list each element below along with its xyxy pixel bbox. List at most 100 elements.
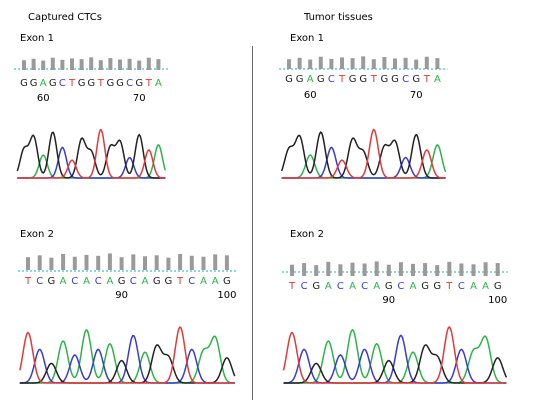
ctc-exon2-quality-bar [178,253,183,270]
ctc-exon1-quality-bar [22,60,26,70]
tumor-exon1-trace-g [280,131,446,179]
tumor-exon1-quality-bar [435,58,440,69]
tumor-exon1-base-letter: A [434,74,441,85]
tumor-exon2-base-letter: A [349,281,356,292]
tumor-exon2-trace-c [283,334,507,384]
ctc-exon1-base-letter: C [59,78,66,89]
tumor-exon1-base-letter: G [391,74,399,85]
ctc-exon1-base-letter: C [126,78,133,89]
tumor-exon1-quality-bar [403,57,408,69]
ctc-exon1-base-letter: T [145,78,153,89]
ctc-exon2-position-label: 100 [217,290,236,301]
ctc-exon2-base-letter: A [106,276,113,287]
column-divider [252,46,253,400]
ctc-exon1-base-letter: G [135,78,143,89]
tumor-exon1-quality-bar [287,59,291,69]
tumor-exon1-quality-bar [340,57,344,69]
tumor-exon2-base-letter: G [385,281,393,292]
ctc-exon1-base-letter: G [116,78,124,89]
tumor-exon1-base-letter: T [370,74,378,85]
tumor-exon2-quality-bar [459,263,464,276]
ctc-exon2-quality-bar [189,255,194,270]
tumor-exon2-quality-bar [398,262,403,276]
tumor-exon1-base-letter: T [338,74,346,85]
ctc-exon2-base-letter: A [212,276,219,287]
ctc-exon2-label: Exon 2 [20,229,54,240]
tumor-exon1-base-letter: G [359,74,367,85]
tumor-exon1-label: Exon 1 [290,33,324,44]
tumor-exon1-quality-bar [350,58,355,69]
ctc-exon2-quality-bar [213,254,218,270]
tumor-exon2-quality-bar [374,261,379,276]
ctc-column-heading: Captured CTCs [28,12,102,23]
ctc-exon1-position-label: 60 [37,93,50,104]
ctc-exon2-base-letter: G [48,276,56,287]
ctc-exon2-quality-bar [61,253,66,270]
tumor-exon2-base-letter: C [397,281,404,292]
ctc-exon2-base-letter: A [142,276,149,287]
tumor-exon2-base-letter: T [288,281,296,292]
ctc-exon2-quality-bar [84,254,89,270]
tumor-exon1-quality-bar [297,57,302,69]
ctc-exon1-base-letter: T [97,78,105,89]
tumor-exon1-quality-bar [371,59,376,69]
ctc-exon1-quality-bar [79,59,84,70]
ctc-exon1-base-letter: G [20,78,28,89]
ctc-exon2-quality-bar [154,255,159,270]
tumor-exon2-quality-bar [290,264,294,276]
tumor-exon1-quality-bar [318,56,323,69]
ctc-exon2-trace-c [19,334,235,384]
ctc-exon1-quality-bar [31,58,36,70]
tumor-exon2-quality-bar [495,263,500,276]
tumor-exon1-base-letter: G [381,74,389,85]
ctc-exon2-base-letter: C [71,276,78,287]
tumor-exon1-quality-bar [361,56,366,69]
ctc-exon2-quality-bar [72,256,77,270]
tumor-exon2-quality-bar [338,264,343,276]
tumor-exon2-quality-bar [447,261,452,276]
ctc-exon1-quality-bar [127,58,132,70]
ctc-exon1-quality-bar [89,57,94,70]
tumor-exon2-quality-bar [435,265,440,276]
tumor-exon1-quality-bar [329,58,334,69]
ctc-exon2-trace-t [19,326,235,384]
ctc-exon1-trace-t [17,129,166,179]
ctc-exon2-base-letter: A [200,276,207,287]
tumor-exon2-base-letter: C [337,281,344,292]
ctc-exon2-base-letter: G [118,276,126,287]
tumor-exon2-base-letter: A [325,281,332,292]
ctc-exon1-label: Exon 1 [20,33,54,44]
ctc-exon2-position-label: 90 [115,290,128,301]
ctc-exon1-quality-bar [50,57,55,70]
tumor-column-heading: Tumor tissues [304,12,373,23]
tumor-exon2-label: Exon 2 [290,229,324,240]
ctc-exon1-base-letter: G [107,78,115,89]
ctc-exon1-base-letter: A [155,78,162,89]
tumor-exon1-position-label: 70 [410,90,423,101]
tumor-exon1-quality-bar [414,59,419,69]
tumor-exon2-base-letter: A [373,281,380,292]
ctc-exon1-quality-bar [41,60,46,70]
ctc-exon2-quality-bar [96,255,101,270]
tumor-exon1-base-letter: G [285,74,293,85]
ctc-exon2-quality-bar [37,255,42,270]
ctc-exon2-quality-bar [26,257,30,270]
tumor-exon2-base-letter: C [361,281,368,292]
tumor-exon1-trace-t [281,128,446,179]
tumor-exon1-quality-bar [382,57,387,69]
tumor-exon2-position-label: 100 [488,295,507,306]
tumor-exon1-base-letter: A [307,74,314,85]
tumor-exon1-base-letter: G [296,74,304,85]
ctc-exon1-base-letter: G [87,78,95,89]
ctc-exon1-base-letter: G [78,78,86,89]
tumor-exon2-quality-bar [411,263,415,276]
ctc-exon2-base-letter: C [188,276,195,287]
tumor-exon2-quality-bar [471,264,476,276]
tumor-exon2-base-letter: T [445,281,453,292]
ctc-exon2-quality-bar [107,253,112,270]
ctc-exon2-quality-bar [201,256,206,270]
tumor-exon2-quality-bar [326,261,331,276]
tumor-exon1-quality-bar [308,59,313,69]
tumor-exon2-quality-bar [386,264,391,276]
